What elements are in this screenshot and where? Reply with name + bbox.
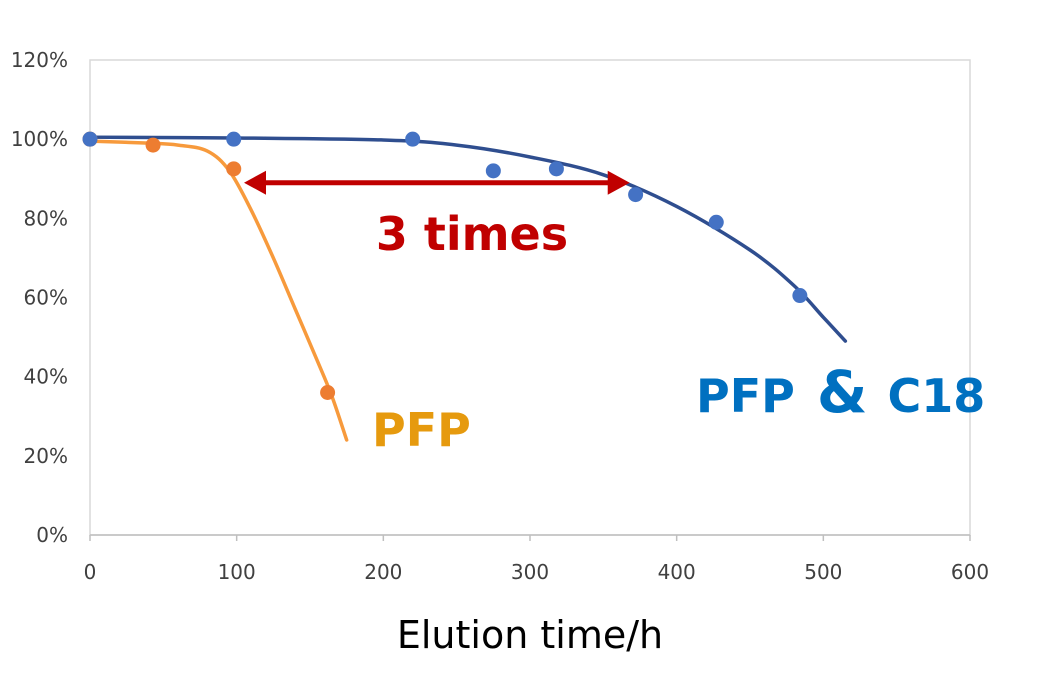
arrow-head-right [607, 170, 630, 195]
plot-area [89, 59, 971, 536]
fit-curve-pfp-c18 [88, 135, 848, 343]
data-point-pfp-c18 [792, 288, 808, 304]
data-point-pfp-c18 [485, 163, 501, 179]
data-point-pfp-c18 [226, 131, 242, 147]
x-tick-label: 500 [804, 560, 842, 584]
data-point-pfp-c18 [405, 131, 421, 147]
x-tick-label: 200 [364, 560, 402, 584]
comparison-arrow [244, 170, 630, 195]
y-tick-label: 120% [11, 48, 68, 72]
fit-curve-pfp [88, 139, 349, 442]
y-tick-label: 60% [24, 286, 68, 310]
x-axis-label: Elution time/h [397, 613, 663, 657]
y-tick-label: 40% [24, 365, 68, 389]
y-tick-labels: 0% 20% 40% 60% 80% 100% 120% [11, 48, 68, 547]
y-tick-label: 20% [24, 444, 68, 468]
y-tick-label: 80% [24, 206, 68, 230]
y-tick-label: 100% [11, 127, 68, 151]
annotation-pfp: PFP [372, 403, 471, 457]
y-tick-label: 0% [36, 523, 68, 547]
fit-curves [88, 135, 848, 442]
x-tick-label: 300 [511, 560, 549, 584]
x-tick-label: 100 [218, 560, 256, 584]
annotation-3-times: 3 times [376, 207, 568, 261]
data-point-pfp-c18 [548, 161, 564, 177]
data-point-pfp-c18 [708, 214, 724, 230]
x-tick-label: 600 [951, 560, 989, 584]
annotation-pfp-c18: PFP & C18 [696, 358, 985, 426]
annotation-c18: C18 [887, 369, 985, 423]
x-tick-labels: 0 100 200 300 400 500 600 [84, 535, 989, 584]
annotation-pfp-c18-part1: PFP [696, 369, 795, 423]
x-tick-label: 0 [84, 560, 97, 584]
data-point-pfp-c18 [82, 131, 98, 147]
data-point-pfp [226, 161, 242, 177]
annotation-ampersand: & [817, 358, 868, 426]
data-point-pfp [320, 385, 336, 400]
x-tick-label: 400 [658, 560, 696, 584]
data-point-pfp-c18 [628, 187, 644, 203]
data-point-pfp [145, 137, 161, 153]
arrow-head-left [244, 170, 266, 195]
data-points [82, 131, 808, 400]
